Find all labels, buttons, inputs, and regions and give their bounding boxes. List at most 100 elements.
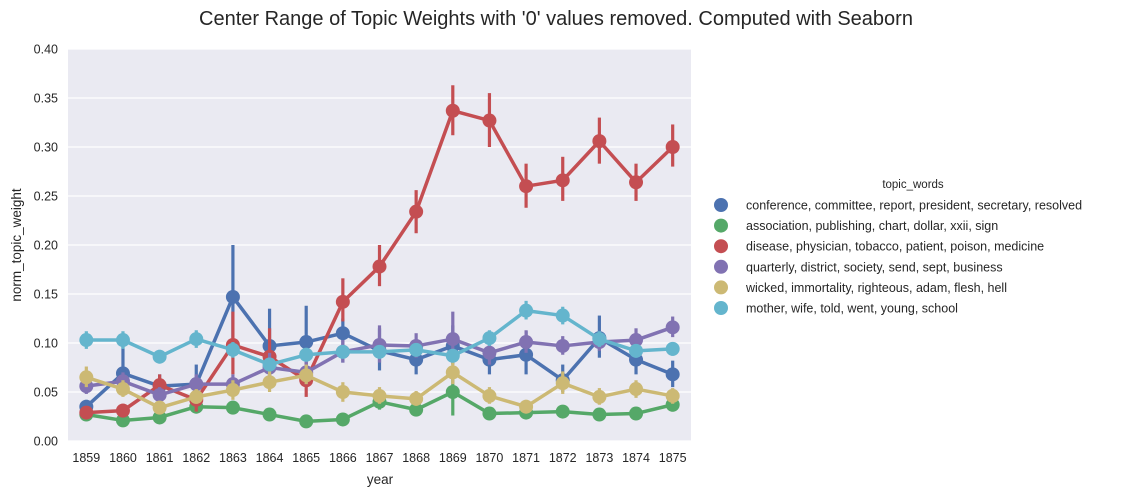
data-point bbox=[299, 347, 314, 362]
y-tick-label: 0.00 bbox=[34, 435, 58, 449]
data-point bbox=[115, 413, 130, 428]
y-tick-label: 0.25 bbox=[34, 190, 58, 204]
data-point bbox=[519, 179, 534, 194]
data-point bbox=[409, 352, 424, 367]
data-point bbox=[262, 375, 277, 390]
data-point bbox=[335, 412, 350, 427]
data-point bbox=[519, 335, 534, 350]
data-point bbox=[299, 414, 314, 429]
x-tick-label: 1863 bbox=[219, 451, 247, 465]
data-point bbox=[445, 348, 460, 363]
y-axis-ticks: 0.00 0.05 0.10 0.15 0.20 0.25 0.30 0.35 0.40 bbox=[34, 43, 58, 449]
data-point bbox=[335, 294, 350, 309]
y-tick-label: 0.20 bbox=[34, 239, 58, 253]
data-point bbox=[665, 388, 680, 403]
data-point bbox=[519, 303, 534, 318]
data-point bbox=[665, 320, 680, 335]
data-point bbox=[372, 388, 387, 403]
y-axis-label: norm_topic_weight bbox=[9, 188, 24, 302]
data-point bbox=[409, 204, 424, 219]
series-layer bbox=[79, 85, 680, 429]
x-tick-label: 1860 bbox=[109, 451, 137, 465]
data-point bbox=[482, 113, 497, 128]
data-point bbox=[225, 383, 240, 398]
legend-label: conference, committee, report, president… bbox=[746, 199, 1082, 213]
x-tick-label: 1873 bbox=[585, 451, 613, 465]
legend-marker bbox=[714, 239, 728, 254]
legend-marker bbox=[714, 280, 728, 295]
data-point bbox=[665, 367, 680, 382]
data-point bbox=[79, 405, 94, 420]
data-point bbox=[189, 389, 204, 404]
y-tick-label: 0.05 bbox=[34, 386, 58, 400]
data-point bbox=[665, 341, 680, 356]
data-point bbox=[555, 173, 570, 188]
data-point bbox=[299, 368, 314, 383]
data-point bbox=[629, 406, 644, 421]
legend-title: topic_words bbox=[882, 179, 944, 191]
data-point bbox=[555, 338, 570, 353]
data-point bbox=[152, 349, 167, 364]
data-point bbox=[445, 385, 460, 399]
data-point bbox=[592, 332, 607, 347]
data-point bbox=[409, 342, 424, 357]
data-point bbox=[79, 370, 94, 385]
x-tick-label: 1866 bbox=[329, 451, 357, 465]
data-point bbox=[409, 391, 424, 406]
series-5 bbox=[79, 358, 680, 415]
data-point bbox=[189, 332, 204, 347]
data-point bbox=[445, 365, 460, 380]
x-tick-label: 1865 bbox=[292, 451, 320, 465]
x-axis-ticks: 1859 1860 1861 1862 1863 1864 1865 1866 1867 1868… bbox=[72, 451, 686, 465]
data-point bbox=[189, 377, 204, 392]
data-point bbox=[335, 326, 350, 341]
data-point bbox=[482, 406, 497, 421]
data-point bbox=[665, 140, 680, 154]
series-6 bbox=[79, 300, 680, 372]
data-point bbox=[445, 103, 460, 118]
x-tick-label: 1864 bbox=[256, 451, 284, 465]
data-point bbox=[409, 402, 424, 417]
legend-marker bbox=[714, 259, 728, 274]
x-tick-label: 1859 bbox=[72, 451, 100, 465]
y-tick-label: 0.40 bbox=[34, 43, 58, 57]
x-tick-label: 1874 bbox=[622, 451, 650, 465]
data-point bbox=[592, 407, 607, 422]
chart-title: Center Range of Topic Weights with '0' v… bbox=[199, 8, 913, 30]
data-point bbox=[115, 333, 130, 348]
data-point bbox=[629, 343, 644, 358]
data-point bbox=[79, 333, 94, 348]
y-tick-label: 0.10 bbox=[34, 337, 58, 351]
data-point bbox=[372, 259, 387, 274]
data-point bbox=[555, 308, 570, 323]
legend-label: association, publishing, chart, dollar, … bbox=[746, 219, 998, 233]
legend-label: disease, physician, tobacco, patient, po… bbox=[746, 240, 1044, 254]
x-axis-label: year bbox=[367, 472, 394, 487]
x-tick-label: 1872 bbox=[549, 451, 577, 465]
legend-label: quarterly, district, society, send, sept… bbox=[746, 260, 1003, 274]
legend-label: mother, wife, told, went, young, school bbox=[746, 302, 958, 316]
legend-marker bbox=[714, 218, 728, 233]
x-tick-label: 1875 bbox=[659, 451, 687, 465]
data-point bbox=[115, 382, 130, 397]
data-point bbox=[555, 376, 570, 391]
series-3 bbox=[79, 85, 680, 420]
data-point bbox=[555, 404, 570, 419]
y-tick-label: 0.35 bbox=[34, 92, 58, 106]
legend-marker bbox=[714, 198, 728, 212]
data-point bbox=[225, 400, 240, 415]
data-point bbox=[372, 344, 387, 359]
x-tick-label: 1871 bbox=[512, 451, 540, 465]
data-point bbox=[519, 347, 534, 362]
y-tick-label: 0.15 bbox=[34, 288, 58, 302]
data-point bbox=[335, 344, 350, 359]
data-point bbox=[519, 399, 534, 414]
y-tick-label: 0.30 bbox=[34, 141, 58, 155]
data-point bbox=[629, 382, 644, 397]
data-point bbox=[445, 332, 460, 347]
data-point bbox=[592, 389, 607, 404]
x-tick-label: 1867 bbox=[366, 451, 394, 465]
data-point bbox=[335, 385, 350, 399]
data-point bbox=[262, 407, 277, 422]
data-point bbox=[152, 378, 167, 393]
